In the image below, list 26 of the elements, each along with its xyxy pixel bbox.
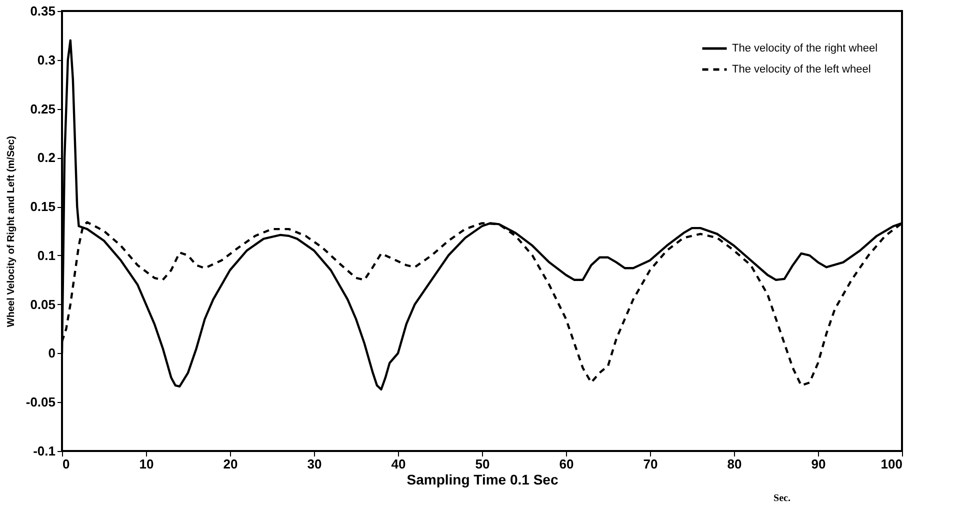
legend-label: The velocity of the right wheel xyxy=(732,42,878,54)
x-tick-label: 90 xyxy=(811,456,826,472)
x-tick-label: 80 xyxy=(727,456,742,472)
x-tick-label: 60 xyxy=(559,456,574,472)
y-tick-label: 0.15 xyxy=(30,199,56,214)
y-tick-label: 0.25 xyxy=(30,101,56,116)
y-tick-label: 0.35 xyxy=(30,4,56,18)
y-tick-label: -0.05 xyxy=(26,394,56,410)
x-tick-label: 0 xyxy=(62,456,70,472)
x-tick-label: 40 xyxy=(391,456,406,472)
x-axis-title: Sampling Time 0.1 Sec xyxy=(406,472,558,488)
x-tick-label: 10 xyxy=(139,456,154,472)
y-axis-title: Wheel Velocity of Right and Left (m/Sec) xyxy=(6,136,17,328)
y-tick-label: 0.1 xyxy=(37,248,56,263)
y-tick-label: 0.3 xyxy=(37,52,56,68)
x-tick-label: 100 xyxy=(880,456,902,472)
x-tick-label: 20 xyxy=(223,456,238,472)
y-tick-label: 0.2 xyxy=(37,150,56,166)
y-tick-label: 0 xyxy=(48,346,56,361)
x-tick-label: 70 xyxy=(643,456,658,472)
x-tick-label: 50 xyxy=(475,456,490,472)
text: Sec. xyxy=(774,493,791,504)
legend-label: The velocity of the left wheel xyxy=(732,64,871,76)
y-tick-label: 0.05 xyxy=(30,296,56,312)
y-tick-label: -0.1 xyxy=(33,444,56,458)
x-tick-label: 30 xyxy=(307,456,322,472)
